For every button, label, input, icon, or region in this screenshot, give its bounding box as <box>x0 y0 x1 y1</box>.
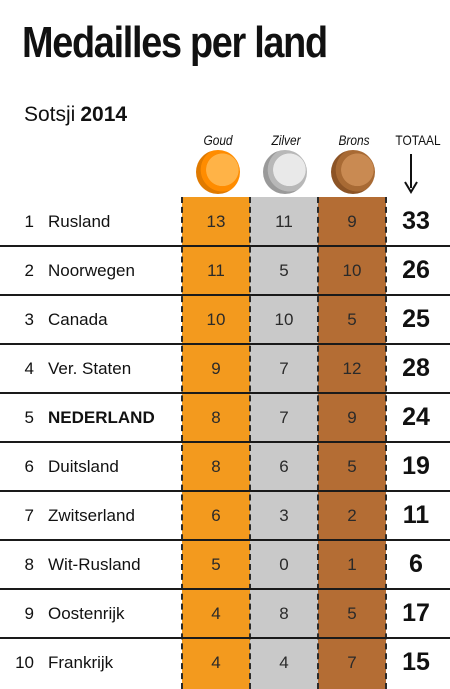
column-header-silver: Zilver <box>271 132 301 148</box>
rank-cell: 5 <box>24 408 34 427</box>
gold-count-cell: 10 <box>206 310 226 329</box>
column-divider <box>317 197 319 689</box>
row-separator <box>0 294 450 296</box>
total-count-cell: 19 <box>402 452 430 480</box>
page-title: Medailles per land <box>22 18 328 67</box>
country-cell: Duitsland <box>48 457 119 476</box>
country-cell: Rusland <box>48 212 111 231</box>
rank-cell: 6 <box>24 457 34 476</box>
subtitle: Sotsji 2014 <box>24 103 127 127</box>
table-row: 8 Wit-Rusland 5 0 1 6 <box>0 540 450 589</box>
rank-cell: 10 <box>15 653 34 672</box>
bronze-count-cell: 9 <box>347 212 357 231</box>
total-count-cell: 11 <box>402 501 430 529</box>
bronze-count-cell: 5 <box>347 310 357 329</box>
silver-count-cell: 4 <box>279 653 289 672</box>
column-divider <box>249 197 251 689</box>
subtitle-label: Sotsji <box>24 103 76 126</box>
bronze-count-cell: 5 <box>347 457 357 476</box>
column-header-total: TOTAAL <box>395 132 441 148</box>
gold-count-cell: 4 <box>211 653 221 672</box>
silver-count-cell: 6 <box>279 457 289 476</box>
row-separator <box>0 539 450 541</box>
country-cell: Noorwegen <box>48 261 135 280</box>
row-separator <box>0 637 450 639</box>
country-cell: Oostenrijk <box>48 604 125 623</box>
silver-count-cell: 8 <box>279 604 289 623</box>
bronze-column-band <box>318 197 386 689</box>
silver-count-cell: 5 <box>279 261 289 280</box>
column-divider <box>181 197 183 689</box>
column-divider <box>385 197 387 689</box>
row-separator <box>0 343 450 345</box>
table-row: 2 Noorwegen 11 5 10 26 <box>0 246 450 295</box>
total-count-cell: 26 <box>402 256 430 284</box>
gold-medal-icon <box>196 150 240 194</box>
table-row: 6 Duitsland 8 6 5 19 <box>0 442 450 491</box>
bronze-count-cell: 5 <box>347 604 357 623</box>
table-row: 7 Zwitserland 6 3 2 11 <box>0 491 450 540</box>
table-row: 1 Rusland 13 11 9 33 <box>0 197 450 246</box>
total-count-cell: 17 <box>402 599 430 627</box>
total-count-cell: 24 <box>402 403 430 431</box>
gold-count-cell: 8 <box>211 457 221 476</box>
country-cell: Frankrijk <box>48 653 114 672</box>
silver-count-cell: 11 <box>275 212 293 231</box>
country-cell: Zwitserland <box>48 506 135 525</box>
gold-count-cell: 6 <box>211 506 221 525</box>
total-count-cell: 28 <box>402 354 430 382</box>
country-cell: Ver. Staten <box>48 359 132 378</box>
total-count-cell: 33 <box>402 207 430 235</box>
row-separator <box>0 490 450 492</box>
row-separator <box>0 392 450 394</box>
gold-count-cell: 8 <box>211 408 221 427</box>
rank-cell: 1 <box>24 212 34 231</box>
rank-cell: 2 <box>24 261 34 280</box>
silver-medal-icon <box>263 150 307 194</box>
total-count-cell: 15 <box>402 648 430 676</box>
rank-cell: 9 <box>24 604 34 623</box>
gold-count-cell: 5 <box>211 555 221 574</box>
bronze-count-cell: 2 <box>347 506 357 525</box>
silver-count-cell: 7 <box>279 359 289 378</box>
gold-count-cell: 13 <box>206 212 226 231</box>
rank-cell: 8 <box>24 555 34 574</box>
column-header-bronze: Brons <box>338 132 370 148</box>
silver-count-cell: 10 <box>274 310 294 329</box>
rank-cell: 7 <box>24 506 34 525</box>
column-header-gold: Goud <box>203 132 233 148</box>
row-separator <box>0 245 450 247</box>
table-row: 5 NEDERLAND 8 7 9 24 <box>0 393 450 442</box>
total-count-cell: 25 <box>402 305 430 333</box>
rank-cell: 4 <box>24 359 34 378</box>
row-separator <box>0 441 450 443</box>
bronze-count-cell: 10 <box>342 261 362 280</box>
gold-count-cell: 9 <box>211 359 221 378</box>
country-cell: Canada <box>48 310 108 329</box>
gold-count-cell: 11 <box>207 261 225 280</box>
gold-count-cell: 4 <box>211 604 221 623</box>
table-row: 9 Oostenrijk 4 8 5 17 <box>0 589 450 638</box>
bronze-medal-icon <box>331 150 375 194</box>
table-row: 3 Canada 10 10 5 25 <box>0 295 450 344</box>
arrow-down-icon <box>404 154 418 194</box>
country-cell: Wit-Rusland <box>48 555 141 574</box>
bronze-count-cell: 7 <box>347 653 357 672</box>
rank-cell: 3 <box>24 310 34 329</box>
bronze-count-cell: 9 <box>347 408 357 427</box>
silver-count-cell: 3 <box>279 506 289 525</box>
total-count-cell: 6 <box>409 550 423 578</box>
table-row: 10 Frankrijk 4 4 7 15 <box>0 638 450 687</box>
bronze-count-cell: 12 <box>342 359 362 378</box>
subtitle-year: 2014 <box>80 103 128 126</box>
gold-column-band <box>182 197 250 689</box>
table-row: 4 Ver. Staten 9 7 12 28 <box>0 344 450 393</box>
bronze-count-cell: 1 <box>347 555 357 574</box>
silver-column-band <box>250 197 318 689</box>
country-cell: NEDERLAND <box>48 408 155 427</box>
silver-count-cell: 0 <box>279 555 289 574</box>
row-separator <box>0 588 450 590</box>
silver-count-cell: 7 <box>279 408 289 427</box>
